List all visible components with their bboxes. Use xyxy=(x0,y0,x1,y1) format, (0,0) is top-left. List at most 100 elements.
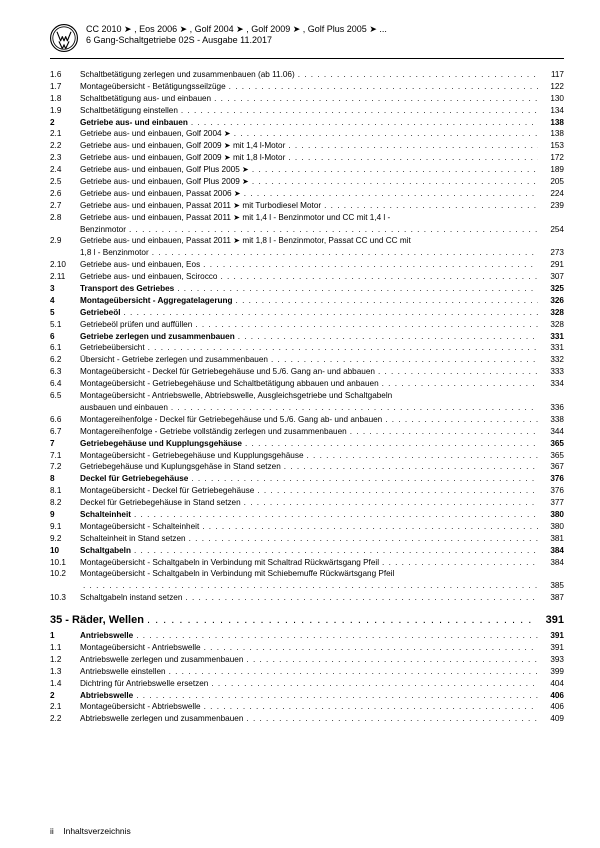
toc-title: Montageübersicht - Deckel für Getriebege… xyxy=(80,485,254,497)
toc-row: 7.2Getriebegehäuse und Kuplungsgehäse in… xyxy=(50,461,564,473)
toc-title: 1,8 l - Benzinmotor xyxy=(80,247,149,259)
toc-row: 2.1Getriebe aus- und einbauen, Golf 2004… xyxy=(50,128,564,140)
toc-page: 380 xyxy=(538,521,564,533)
toc-title: Montagereihenfolge - Getriebe vollständi… xyxy=(80,426,347,438)
toc-row: 2.5Getriebe aus- und einbauen, Golf Plus… xyxy=(50,176,564,188)
vw-logo-icon xyxy=(50,24,78,52)
toc-title: Schalteinheit in Stand setzen xyxy=(80,533,186,545)
toc-number: 2.10 xyxy=(50,259,80,271)
toc-number: 2 xyxy=(50,690,80,702)
section-35-header: 35 - Räder, Wellen 391 xyxy=(50,614,564,626)
leader-dots xyxy=(188,473,538,485)
toc-number: 10.1 xyxy=(50,557,80,569)
toc-page: 138 xyxy=(538,117,564,129)
document-header: CC 2010 ➤ , Eos 2006 ➤ , Golf 2004 ➤ , G… xyxy=(50,24,564,59)
toc-number: 2.2 xyxy=(50,713,80,725)
toc-title: Getriebe aus- und einbauen, Scirocco xyxy=(80,271,217,283)
toc-title: Schaltbetätigung einstellen xyxy=(80,105,178,117)
section-35-title: 35 - Räder, Wellen xyxy=(50,614,144,626)
toc-title: Dichtring für Antriebswelle ersetzen xyxy=(80,678,208,690)
leader-dots xyxy=(188,117,538,129)
leader-dots xyxy=(241,497,538,509)
toc-number: 6.3 xyxy=(50,366,80,378)
toc-row: 10.3Schaltgabeln instand setzen387 xyxy=(50,592,564,604)
toc-page: 365 xyxy=(538,450,564,462)
toc-row: 2.6Getriebe aus- und einbauen, Passat 20… xyxy=(50,188,564,200)
toc-row: 2.1Montageübersicht - Abtriebswelle406 xyxy=(50,701,564,713)
toc-page: 367 xyxy=(538,461,564,473)
leader-dots xyxy=(379,378,538,390)
toc-page: 338 xyxy=(538,414,564,426)
toc-title: Getriebe aus- und einbauen, Golf 2004 ➤ xyxy=(80,128,231,140)
toc-number: 8.2 xyxy=(50,497,80,509)
toc-row: 5Getriebeöl328 xyxy=(50,307,564,319)
leader-dots xyxy=(304,450,539,462)
toc-page: 331 xyxy=(538,331,564,343)
toc-row: 1,8 l - Benzinmotor273 xyxy=(50,247,564,259)
leader-dots xyxy=(347,426,538,438)
toc-number: 10.2 xyxy=(50,568,80,580)
leader-dots xyxy=(131,509,538,521)
leader-dots xyxy=(235,331,538,343)
toc-list: 1.6Schaltbetätigung zerlegen und zusamme… xyxy=(50,69,564,604)
toc-page: 331 xyxy=(538,342,564,354)
toc-page: 224 xyxy=(538,188,564,200)
toc-number: 2.1 xyxy=(50,128,80,140)
toc-number: 2.2 xyxy=(50,140,80,152)
leader-dots xyxy=(200,259,538,271)
leader-dots xyxy=(321,200,538,212)
toc-number: 1.6 xyxy=(50,69,80,81)
toc-page: 384 xyxy=(538,545,564,557)
toc-page: 328 xyxy=(538,319,564,331)
leader-dots xyxy=(233,295,538,307)
header-line2: 6 Gang-Schaltgetriebe 02S - Ausgabe 11.2… xyxy=(86,35,387,46)
toc-number: 1.7 xyxy=(50,81,80,93)
toc-number: 10.3 xyxy=(50,592,80,604)
toc-number: 8.1 xyxy=(50,485,80,497)
leader-dots xyxy=(217,271,538,283)
toc-title: Übersicht - Getriebe zerlegen und zusamm… xyxy=(80,354,268,366)
leader-dots xyxy=(168,402,538,414)
toc-list-35: 1Antriebswelle3911.1Montageübersicht - A… xyxy=(50,630,564,725)
leader-dots xyxy=(201,701,538,713)
toc-number: 7.1 xyxy=(50,450,80,462)
toc-title: Schaltgabeln xyxy=(80,545,131,557)
toc-number: 1.4 xyxy=(50,678,80,690)
toc-title: Getriebeöl prüfen und auffüllen xyxy=(80,319,192,331)
toc-number: 9.1 xyxy=(50,521,80,533)
toc-row: 2.7Getriebe aus- und einbauen, Passat 20… xyxy=(50,200,564,212)
toc-page: 344 xyxy=(538,426,564,438)
leader-dots xyxy=(226,81,538,93)
toc-row: 2.8Getriebe aus- und einbauen, Passat 20… xyxy=(50,212,564,224)
section-35-page: 391 xyxy=(534,614,564,626)
toc-page: 122 xyxy=(538,81,564,93)
toc-title: Getriebe aus- und einbauen, Golf Plus 20… xyxy=(80,176,249,188)
toc-title: Montageübersicht - Getriebegehäuse und K… xyxy=(80,450,304,462)
toc-row: 2.4Getriebe aus- und einbauen, Golf Plus… xyxy=(50,164,564,176)
toc-title: Schaltgabeln instand setzen xyxy=(80,592,182,604)
leader-dots xyxy=(178,105,538,117)
toc-title: Getriebegehäuse und Kupplungsgehäuse xyxy=(80,438,242,450)
toc-number: 7 xyxy=(50,438,80,450)
toc-title: Montageübersicht - Aggregatelagerung xyxy=(80,295,233,307)
toc-row: 9.2Schalteinheit in Stand setzen381 xyxy=(50,533,564,545)
leader-dots xyxy=(285,152,538,164)
toc-row: 5.1Getriebeöl prüfen und auffüllen328 xyxy=(50,319,564,331)
toc-title: Getriebe zerlegen und zusammenbauen xyxy=(80,331,235,343)
toc-row: 6.2Übersicht - Getriebe zerlegen und zus… xyxy=(50,354,564,366)
toc-row: 6.4Montageübersicht - Getriebegehäuse un… xyxy=(50,378,564,390)
toc-title: Montageübersicht - Schaltgabeln in Verbi… xyxy=(80,568,394,580)
footer-label: Inhaltsverzeichnis xyxy=(63,826,131,836)
toc-row: 3Transport des Getriebes325 xyxy=(50,283,564,295)
toc-number: 6 xyxy=(50,331,80,343)
toc-number: 1.8 xyxy=(50,93,80,105)
leader-dots xyxy=(285,140,538,152)
toc-number: 2.4 xyxy=(50,164,80,176)
toc-number: 2.7 xyxy=(50,200,80,212)
leader-dots xyxy=(201,642,538,654)
leader-dots xyxy=(133,630,538,642)
toc-page: 189 xyxy=(538,164,564,176)
toc-title: Schalteinheit xyxy=(80,509,131,521)
leader-dots xyxy=(145,342,538,354)
toc-title: Getriebeöl xyxy=(80,307,121,319)
